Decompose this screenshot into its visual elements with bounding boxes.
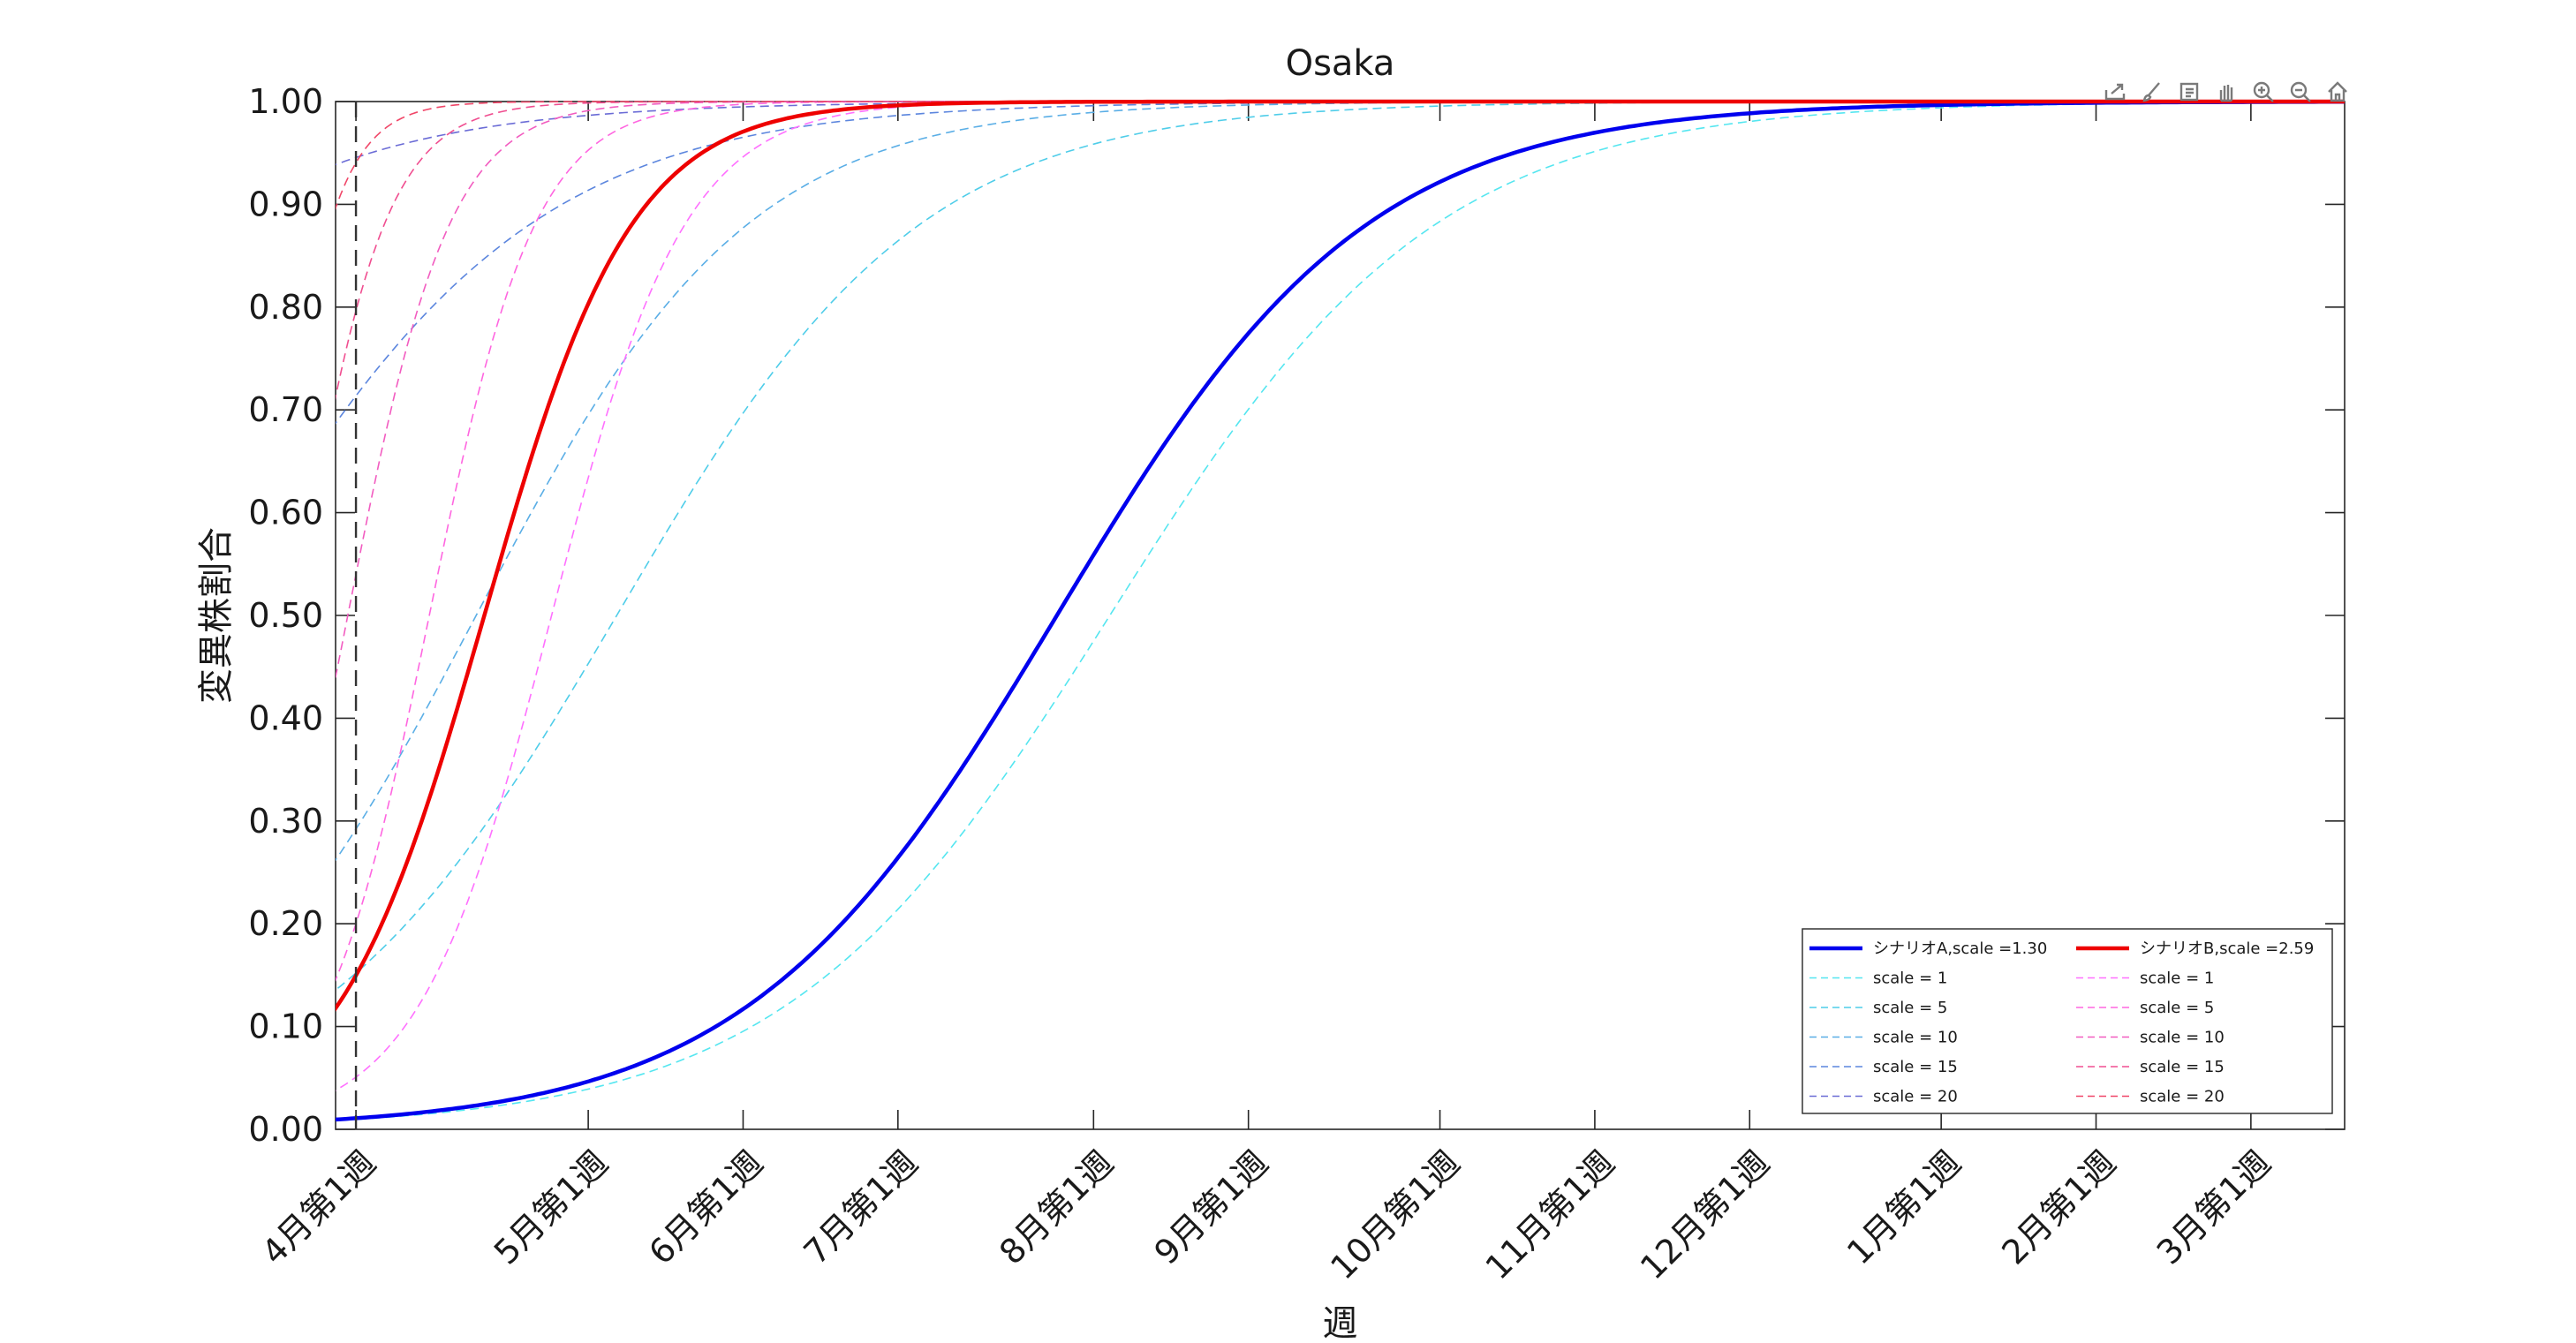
- legend-label[interactable]: scale = 10: [2140, 1029, 2225, 1047]
- pan-icon[interactable]: [2219, 85, 2233, 102]
- legend-box: [1802, 928, 2333, 1114]
- zoom-out-icon[interactable]: [2290, 81, 2311, 102]
- x-tick-label: 5月第1週: [487, 1143, 616, 1272]
- y-tick-label: 0.20: [248, 904, 323, 943]
- legend-label[interactable]: scale = 5: [2140, 999, 2214, 1017]
- x-tick-label: 11月第1週: [1478, 1143, 1622, 1287]
- y-tick-label: 0.40: [248, 698, 323, 737]
- datatip-icon[interactable]: [2179, 82, 2199, 102]
- x-axis-label: 週: [1323, 1303, 1358, 1343]
- y-tick-label: 0.80: [248, 288, 323, 327]
- x-tick-label: 2月第1週: [1994, 1143, 2123, 1272]
- y-tick-label: 0.30: [248, 802, 323, 841]
- y-tick-label: 0.90: [248, 185, 323, 223]
- y-tick-label: 0.70: [248, 390, 323, 429]
- series-line-0: [336, 100, 2345, 1122]
- axes-toolbar[interactable]: [2104, 81, 2347, 102]
- y-tick-label: 0.00: [248, 1110, 323, 1149]
- legend-label[interactable]: scale = 1: [2140, 970, 2214, 988]
- legend-label[interactable]: scale = 20: [1873, 1088, 1958, 1106]
- x-tick-label: 6月第1週: [641, 1143, 770, 1272]
- x-tick-label: 12月第1週: [1633, 1143, 1777, 1287]
- series-line-1: [336, 99, 2345, 1012]
- series-line-3: [336, 101, 2345, 992]
- legend-label[interactable]: シナリオB,scale =2.59: [2140, 939, 2314, 958]
- series-layer: [336, 99, 2345, 1122]
- home-icon[interactable]: [2328, 81, 2347, 102]
- zoom-in-icon[interactable]: [2253, 81, 2274, 102]
- x-tick-label: 4月第1週: [254, 1143, 383, 1272]
- chart-title: Osaka: [1286, 43, 1395, 84]
- x-tick-label: 8月第1週: [992, 1143, 1121, 1272]
- x-tick-label: 10月第1週: [1323, 1143, 1467, 1287]
- x-tick-label: 3月第1週: [2149, 1143, 2278, 1272]
- x-tick-label: 1月第1週: [1839, 1143, 1968, 1272]
- export-icon[interactable]: [2104, 83, 2126, 101]
- y-tick-label: 1.00: [248, 82, 323, 121]
- legend-label[interactable]: scale = 10: [1873, 1029, 1958, 1047]
- y-tick-label: 0.10: [248, 1007, 323, 1046]
- y-tick-label: 0.60: [248, 494, 323, 532]
- legend-label[interactable]: scale = 15: [1873, 1058, 1958, 1076]
- x-tick-label: 9月第1週: [1147, 1143, 1276, 1272]
- x-tick-label: 7月第1週: [797, 1143, 925, 1272]
- brush-icon[interactable]: [2142, 82, 2160, 102]
- legend-label[interactable]: scale = 1: [1873, 970, 1947, 988]
- legend-label[interactable]: scale = 20: [2140, 1088, 2225, 1106]
- series-line-9: [336, 101, 2345, 681]
- legend-label[interactable]: scale = 15: [2140, 1058, 2225, 1076]
- y-tick-label: 0.50: [248, 596, 323, 635]
- y-axis-label: 変異株割合: [196, 527, 237, 704]
- legend-label[interactable]: シナリオA,scale =1.30: [1873, 939, 2047, 958]
- legend: シナリオA,scale =1.30 scale = 1 scale = 5 scale…: [1802, 928, 2333, 1114]
- legend-label[interactable]: scale = 5: [1873, 999, 1947, 1017]
